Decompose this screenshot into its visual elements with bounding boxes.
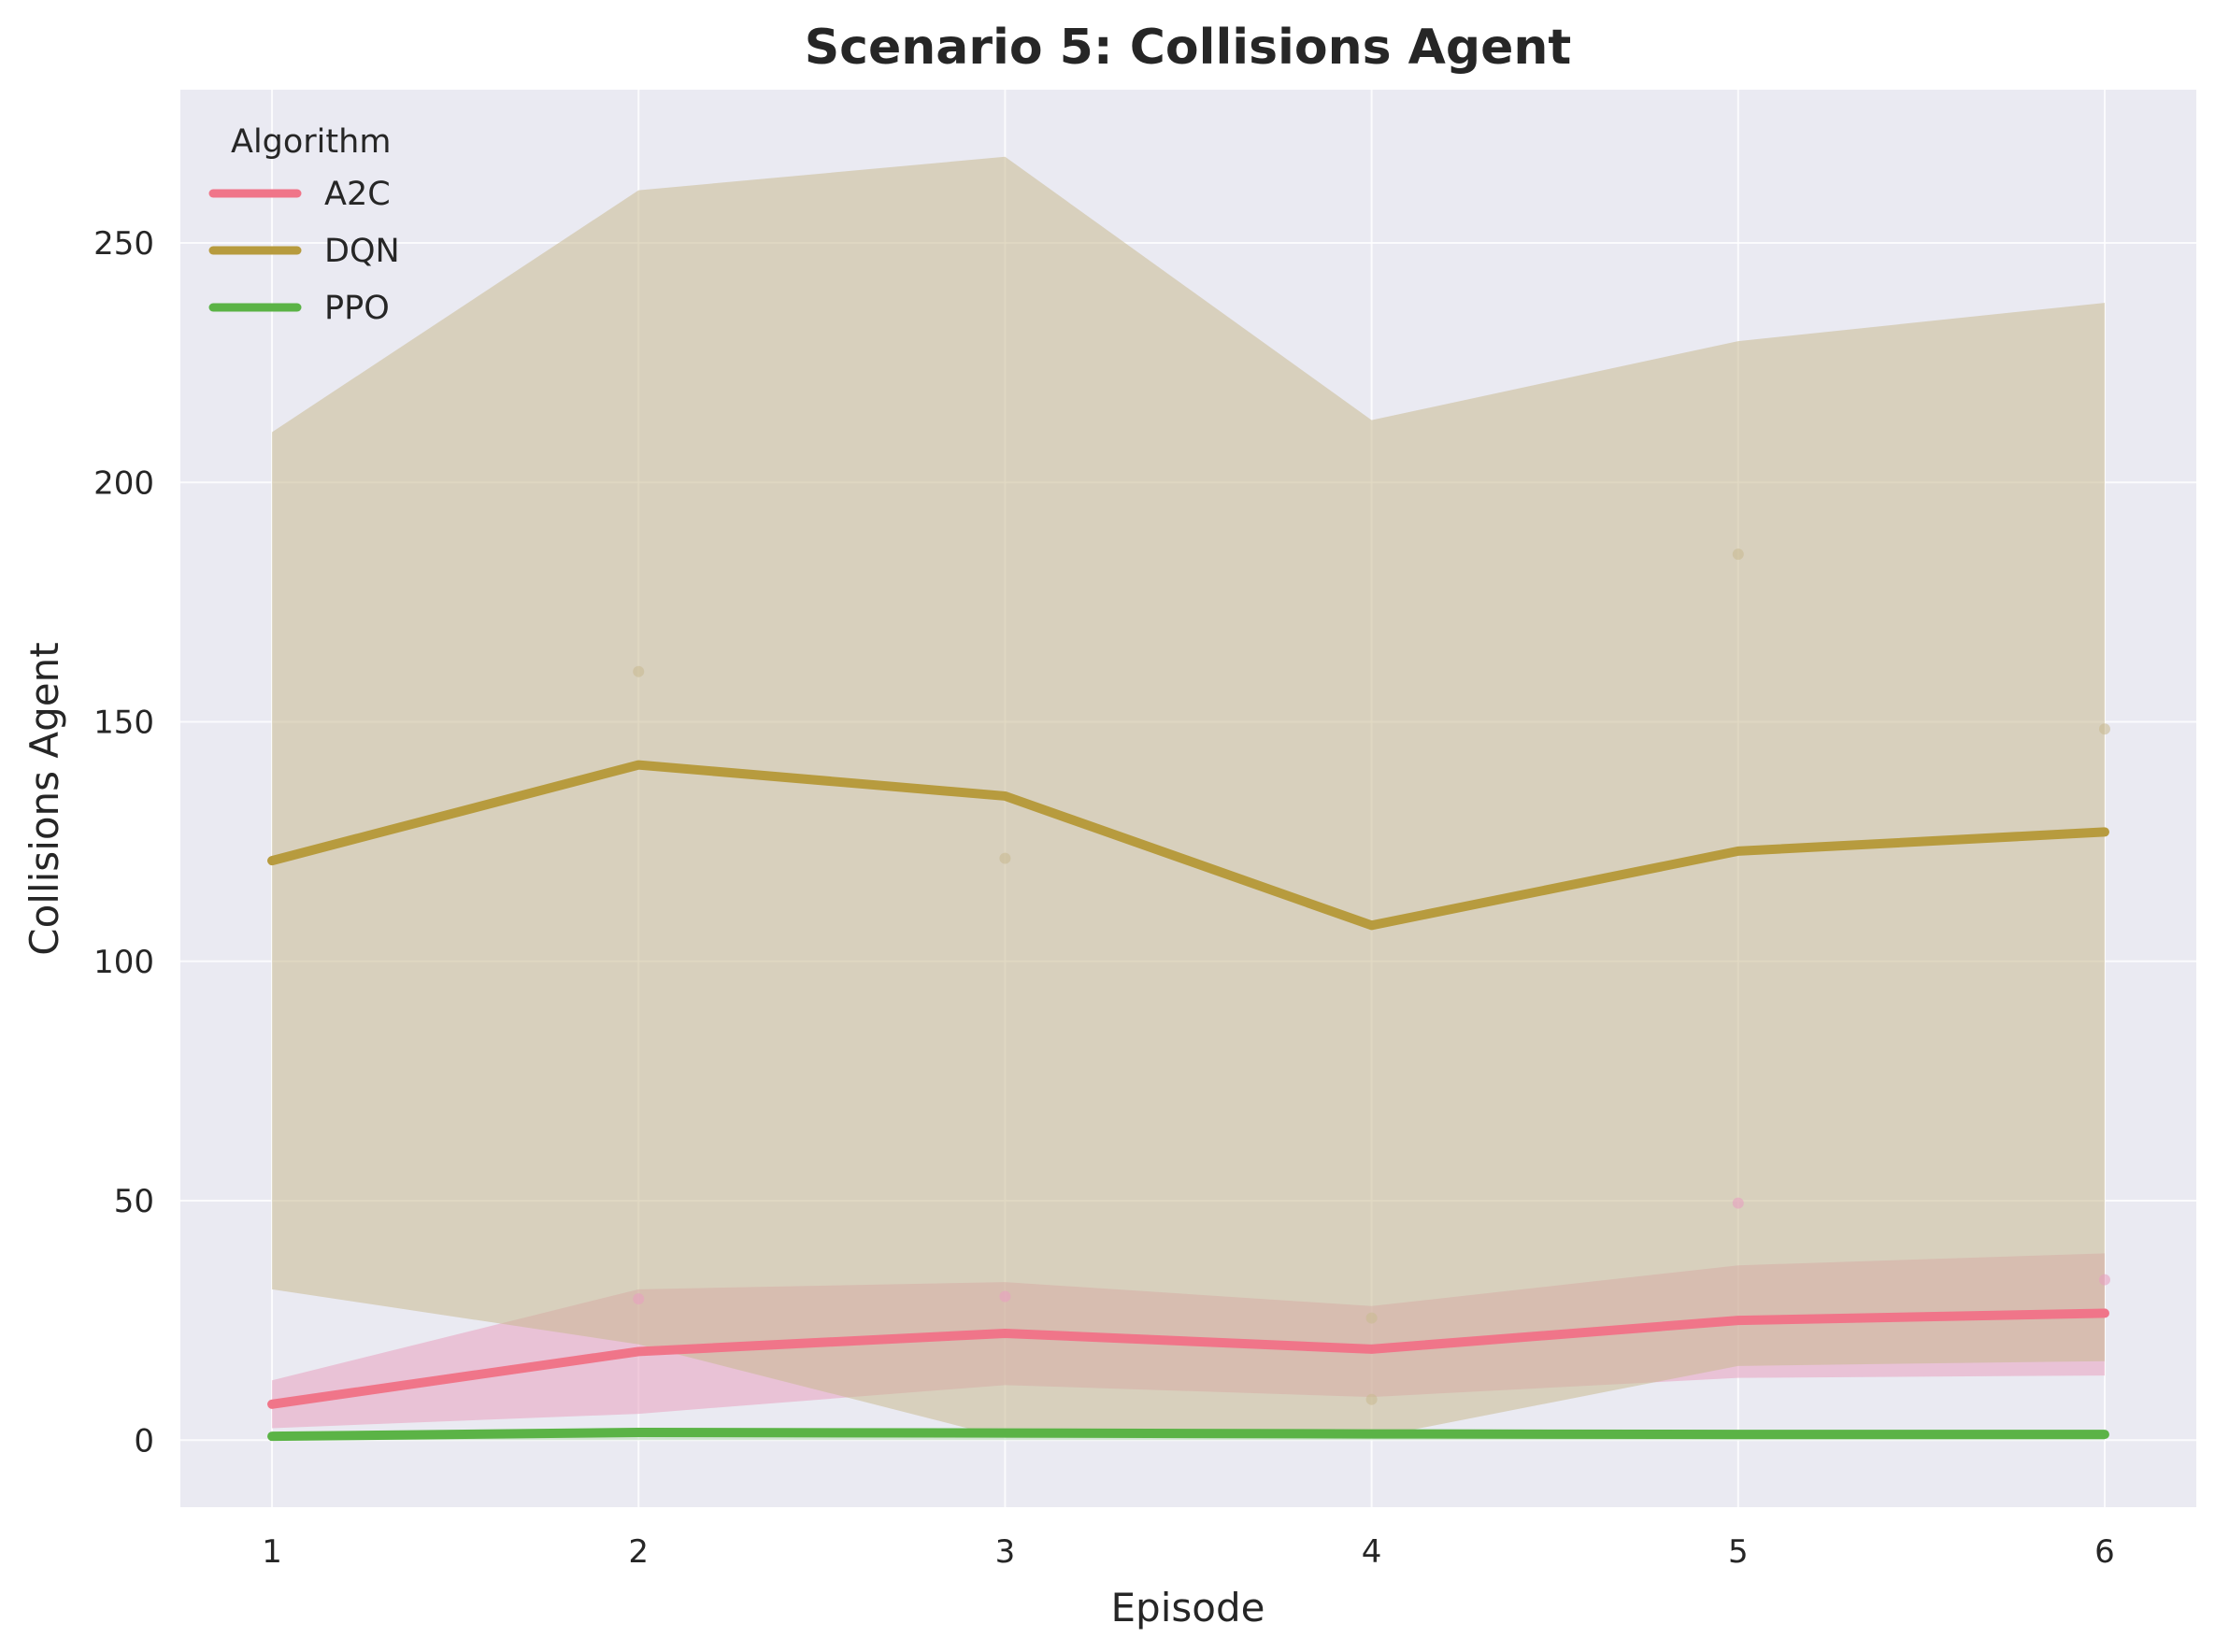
x-tick-labels: 1 2 3 4 5 6	[262, 1533, 2115, 1571]
y-tick-label: 0	[134, 1422, 154, 1460]
ppo-legend-label: PPO	[324, 290, 390, 327]
x-tick-label: 3	[995, 1533, 1016, 1571]
dqn-legend-label: DQN	[324, 233, 400, 270]
legend-title: Algorithm	[231, 123, 391, 161]
legend-items: A2C DQN PPO	[208, 176, 400, 327]
dqn-series-line	[267, 760, 2109, 931]
confidence-bands	[272, 156, 2105, 1441]
a2c-series-line	[267, 1308, 2109, 1409]
a2c-scatter-point	[999, 1290, 1011, 1303]
x-tick-label: 1	[262, 1533, 282, 1571]
y-axis-label: Collisions Agent	[21, 642, 67, 955]
a2c-scatter-point	[2098, 1274, 2110, 1286]
x-tick-label: 5	[1728, 1533, 1749, 1571]
ppo-series-line	[267, 1428, 2109, 1442]
dqn-scatter-point	[999, 852, 1011, 864]
series-lines	[267, 760, 2109, 1442]
a2c-scatter-point	[1732, 1197, 1744, 1209]
x-tick-label: 4	[1362, 1533, 1382, 1571]
dqn-scatter-point	[1732, 548, 1744, 561]
y-tick-labels: 0 50 100 150 200 250	[93, 225, 154, 1460]
legend: Algorithm A2C DQN PPO	[208, 123, 400, 327]
x-tick-label: 6	[2094, 1533, 2115, 1571]
x-axis-label: Episode	[1111, 1585, 1265, 1631]
y-tick-label: 250	[93, 225, 154, 263]
dqn-scatter-point	[1365, 1312, 1378, 1324]
dqn-scatter-point	[633, 665, 645, 677]
a2c-legend-label: A2C	[324, 176, 391, 213]
scatter-points	[633, 548, 2110, 1405]
x-tick-label: 2	[628, 1533, 649, 1571]
dqn-scatter-point	[2098, 723, 2110, 735]
chart-title: Scenario 5: Collisions Agent	[805, 20, 1572, 76]
y-tick-label: 100	[93, 944, 154, 981]
a2c-scatter-point	[633, 1293, 645, 1305]
y-tick-label: 200	[93, 464, 154, 502]
y-tick-label: 150	[93, 705, 154, 742]
y-tick-label: 50	[114, 1183, 154, 1220]
dqn-scatter-point	[1365, 1393, 1378, 1405]
dqn-confidence-band	[272, 156, 2105, 1438]
